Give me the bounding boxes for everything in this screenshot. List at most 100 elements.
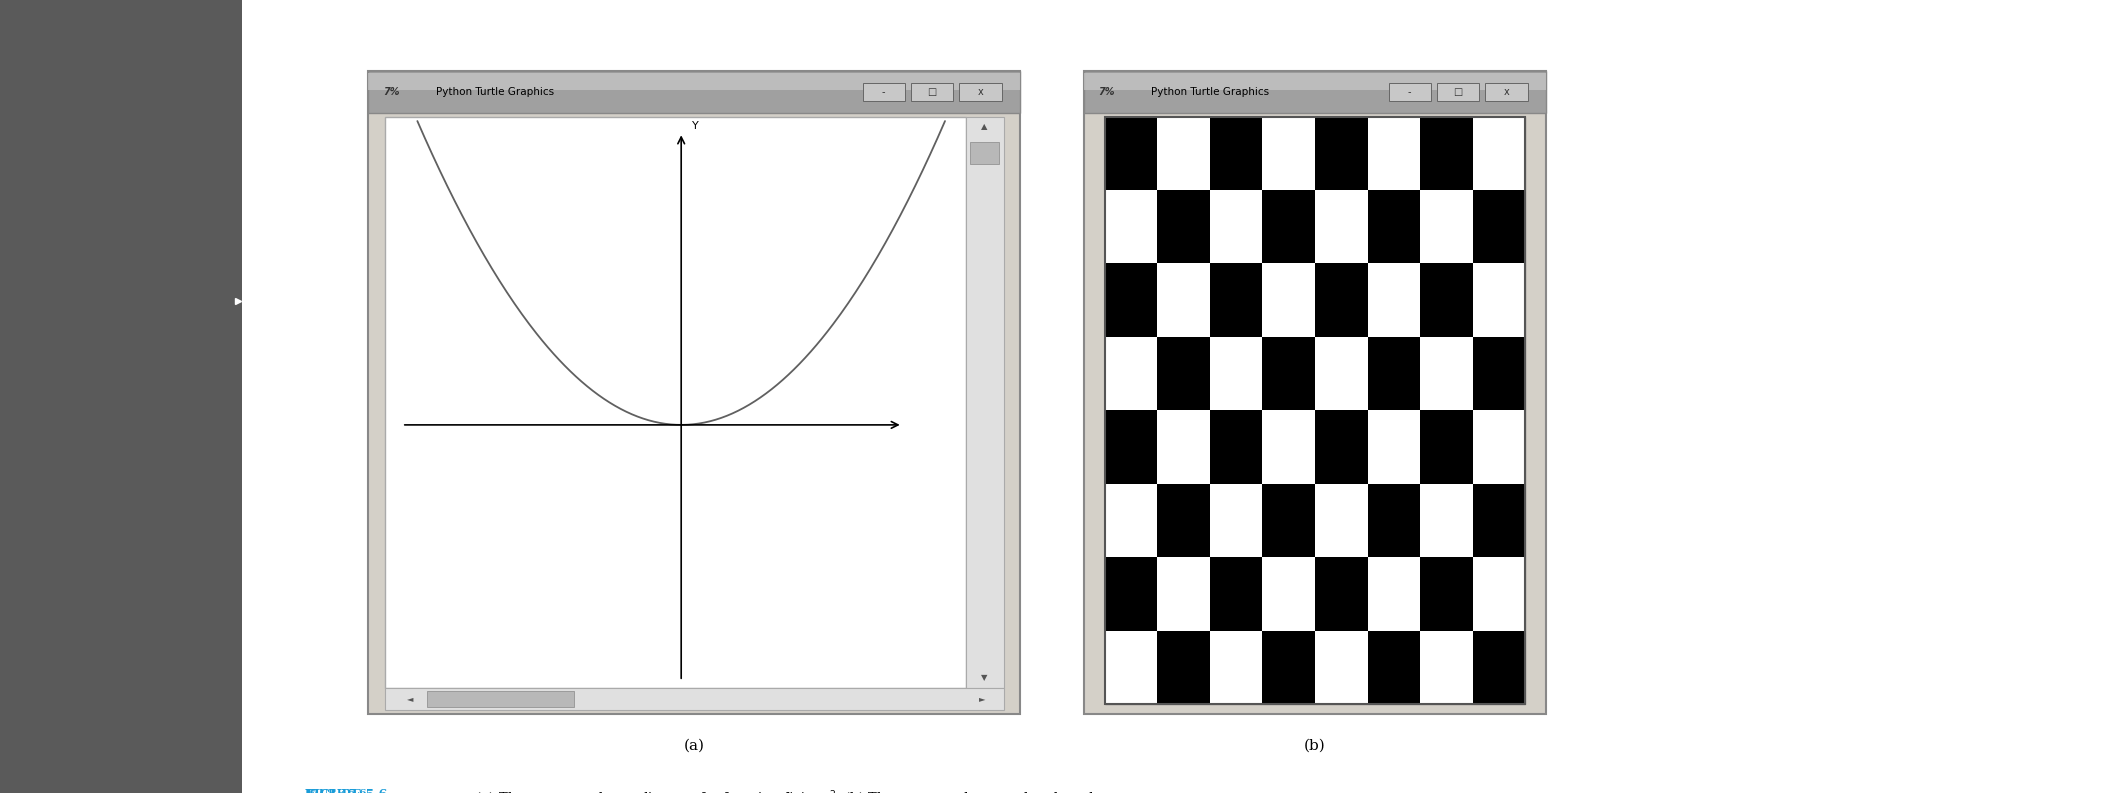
Text: x: x [1504,87,1509,97]
Bar [966,117,1004,688]
Bar [1473,630,1525,704]
Text: 7%: 7% [383,87,400,97]
Bar [1420,190,1473,263]
Text: ►: ► [978,694,987,703]
Bar [1105,117,1525,704]
Bar [1420,411,1473,484]
Bar [385,117,966,688]
Bar [1105,484,1157,557]
Bar [1262,190,1315,263]
Bar [1157,484,1210,557]
Bar [368,71,1020,714]
Text: Python Turtle Graphics: Python Turtle Graphics [436,87,553,97]
Bar [1368,557,1420,630]
Bar [1473,263,1525,337]
Text: FIGURE 5.6: FIGURE 5.6 [305,789,387,793]
Bar [1210,117,1262,190]
Bar [1157,630,1210,704]
Bar [1210,263,1262,337]
Bar [1262,117,1315,190]
Bar [959,83,1002,101]
Bar [1420,557,1473,630]
Bar [385,688,1004,710]
Text: ◄: ◄ [406,694,414,703]
Text: IGURE 5.6: IGURE 5.6 [305,789,366,793]
Bar [1473,117,1525,190]
Text: -: - [882,87,886,97]
Bar [1084,71,1546,714]
Text: (b): (b) [1304,738,1326,753]
Bar [1262,263,1315,337]
Bar [1157,263,1210,337]
Bar [1262,337,1315,411]
Bar [1437,83,1479,101]
Bar [1157,337,1210,411]
Bar [1157,190,1210,263]
Bar [863,83,905,101]
Text: ▲: ▲ [980,122,989,132]
Bar [1368,630,1420,704]
Bar [1315,117,1368,190]
Text: Python Turtle Graphics: Python Turtle Graphics [1151,87,1269,97]
Bar [1105,557,1157,630]
Bar [1368,117,1420,190]
Bar [911,83,953,101]
Bar [1210,337,1262,411]
Bar [1420,630,1473,704]
Bar [1210,557,1262,630]
Bar [1368,337,1420,411]
Bar [1315,263,1368,337]
Bar [1262,557,1315,630]
Bar [1473,411,1525,484]
Bar [0,0,242,793]
Bar [1262,630,1315,704]
Bar [1262,411,1315,484]
Bar [1262,484,1315,557]
Text: x: x [978,87,983,97]
Text: □: □ [1454,87,1462,97]
Bar [1315,337,1368,411]
Bar [1105,117,1525,704]
Text: ▼: ▼ [980,672,989,682]
Bar [1105,117,1157,190]
Bar [1210,190,1262,263]
Bar [1420,337,1473,411]
Text: Y: Y [692,121,699,131]
Bar [1105,630,1157,704]
Bar [1368,411,1420,484]
Bar [1315,411,1368,484]
Bar [1420,263,1473,337]
Bar [1105,337,1157,411]
Bar [427,691,574,707]
Text: -: - [1408,87,1412,97]
Bar [970,142,999,164]
Bar [1473,557,1525,630]
Bar [1420,117,1473,190]
Text: (a): (a) [684,738,705,753]
Bar [1368,263,1420,337]
Bar [1315,630,1368,704]
Bar [368,74,1020,90]
Bar [1368,190,1420,263]
Bar [1084,71,1546,113]
Bar [1368,484,1420,557]
Bar [1389,83,1431,101]
Bar [1420,484,1473,557]
Text: F: F [305,789,313,793]
Bar [1210,484,1262,557]
Text: 7%: 7% [1098,87,1115,97]
Bar [1084,74,1546,90]
Bar [1473,337,1525,411]
Bar [1473,190,1525,263]
Bar [1315,190,1368,263]
Text: (a) The program plots a diagram for function $f(x) = x^2$. (b) The program draws: (a) The program plots a diagram for func… [459,789,1098,793]
Bar [1105,411,1157,484]
Bar [1157,557,1210,630]
Bar [1315,484,1368,557]
Bar [1210,630,1262,704]
Bar [1315,557,1368,630]
Text: □: □ [928,87,936,97]
Bar [1485,83,1528,101]
Bar [1157,117,1210,190]
Bar [1473,484,1525,557]
